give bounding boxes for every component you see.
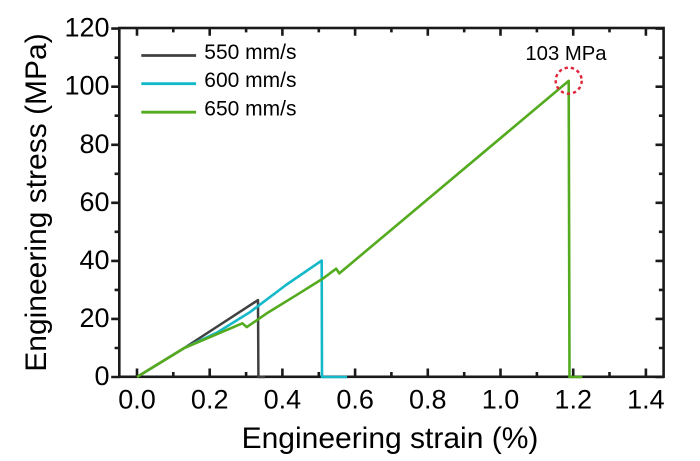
svg-text:1.4: 1.4 [627,384,665,414]
svg-text:0.2: 0.2 [191,384,229,414]
svg-text:Engineering stress (MPa): Engineering stress (MPa) [20,33,53,371]
svg-text:40: 40 [79,245,109,275]
svg-text:20: 20 [79,303,109,333]
svg-text:1.0: 1.0 [482,384,520,414]
svg-text:60: 60 [79,187,109,217]
svg-text:103 MPa: 103 MPa [525,43,607,65]
svg-text:Engineering strain (%): Engineering strain (%) [242,422,539,455]
svg-text:0.8: 0.8 [409,384,447,414]
svg-text:0.0: 0.0 [118,384,156,414]
svg-text:1.2: 1.2 [554,384,592,414]
svg-text:80: 80 [79,129,109,159]
svg-text:0.6: 0.6 [336,384,374,414]
svg-text:0: 0 [94,361,109,391]
svg-text:120: 120 [64,13,109,43]
svg-text:600 mm/s: 600 mm/s [204,69,296,92]
svg-text:650 mm/s: 650 mm/s [204,98,296,121]
svg-text:0.4: 0.4 [264,384,302,414]
svg-text:100: 100 [64,71,109,101]
svg-text:550 mm/s: 550 mm/s [204,41,296,64]
